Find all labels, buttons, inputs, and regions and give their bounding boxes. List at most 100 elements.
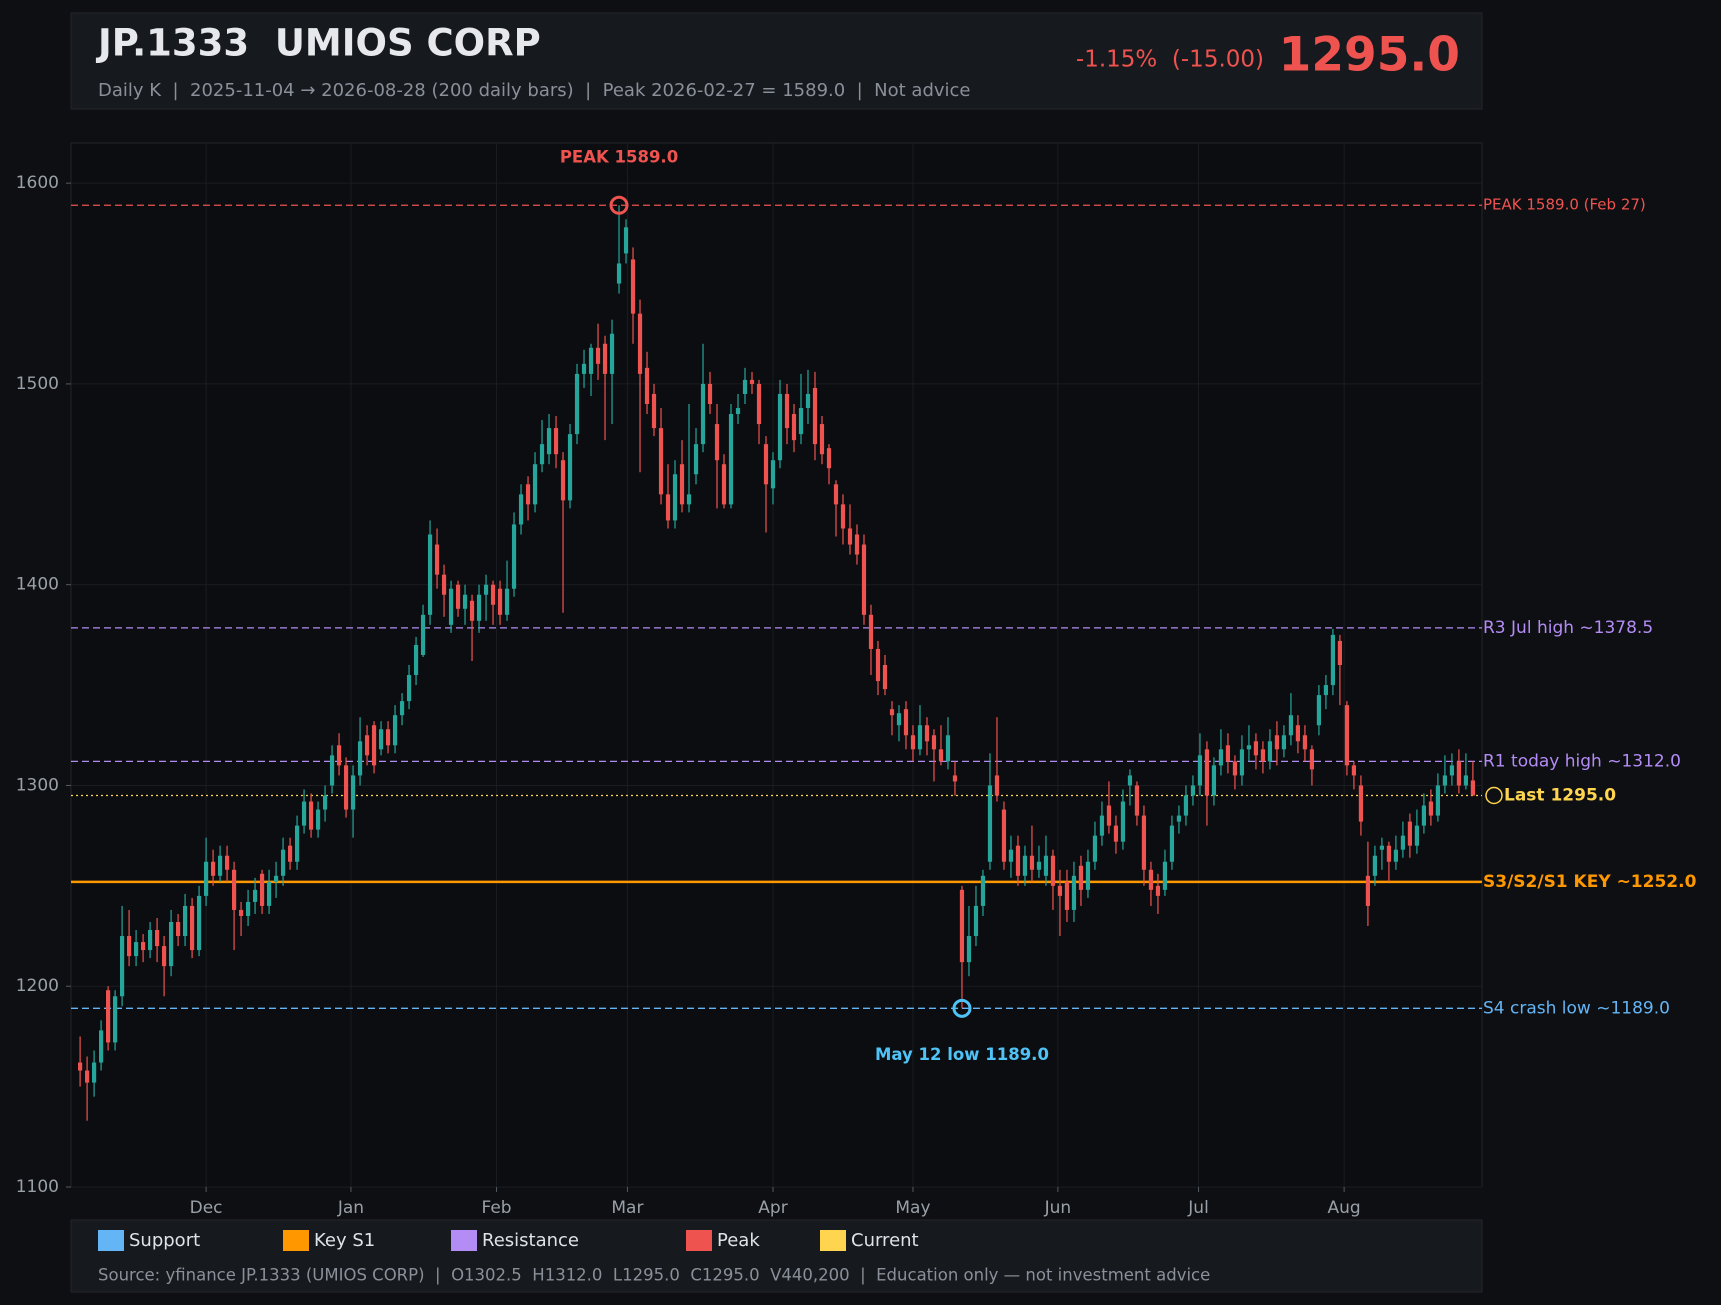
candle-body bbox=[1211, 765, 1217, 796]
candle-body bbox=[826, 448, 832, 469]
candle-body bbox=[518, 494, 524, 525]
candle-body bbox=[686, 494, 692, 505]
candle-body bbox=[301, 801, 307, 826]
candle-body bbox=[1337, 640, 1343, 665]
candle-body bbox=[574, 373, 580, 435]
candle-body bbox=[679, 464, 685, 505]
y-tick-label: 1100 bbox=[16, 1177, 59, 1197]
candle-body bbox=[336, 745, 342, 766]
candle-body bbox=[840, 504, 846, 529]
candle-body bbox=[1239, 749, 1245, 776]
candle-body bbox=[105, 990, 111, 1043]
candle-body bbox=[1288, 715, 1294, 736]
candle-body bbox=[1169, 825, 1175, 862]
y-tick-label: 1400 bbox=[16, 575, 59, 595]
candle-body bbox=[637, 313, 643, 374]
candle-body bbox=[1085, 861, 1091, 890]
candle-body bbox=[1057, 885, 1063, 896]
candle-body bbox=[749, 379, 755, 384]
x-tick-label: Apr bbox=[758, 1198, 787, 1218]
candle-body bbox=[1386, 845, 1392, 862]
candle-body bbox=[1428, 801, 1434, 816]
candle-body bbox=[714, 424, 720, 461]
legend-swatch bbox=[451, 1230, 477, 1251]
candle-body bbox=[469, 600, 475, 621]
candle-body bbox=[441, 574, 447, 595]
candle-body bbox=[350, 775, 356, 810]
candle-body bbox=[252, 889, 258, 902]
candle-body bbox=[994, 775, 1000, 796]
candle-body bbox=[896, 713, 902, 726]
candle-body bbox=[770, 460, 776, 489]
level-label: R3 Jul high ~1378.5 bbox=[1483, 618, 1653, 638]
candle-body bbox=[280, 849, 286, 876]
candle-body bbox=[1148, 869, 1154, 890]
candle-body bbox=[819, 424, 825, 455]
candle-body bbox=[1365, 875, 1371, 906]
candle-body bbox=[1176, 815, 1182, 822]
candle-body bbox=[532, 464, 538, 505]
candle-body bbox=[546, 428, 552, 455]
y-tick-label: 1500 bbox=[16, 374, 59, 394]
legend-label: Key S1 bbox=[314, 1230, 375, 1251]
candle-body bbox=[595, 347, 601, 364]
candle-body bbox=[1225, 745, 1231, 762]
candle-body bbox=[791, 414, 797, 441]
candle-body bbox=[1120, 801, 1126, 842]
x-tick-label: May bbox=[895, 1198, 930, 1218]
candle-body bbox=[588, 347, 594, 374]
candle-body bbox=[1379, 845, 1385, 850]
candle-body bbox=[868, 614, 874, 649]
candle-body bbox=[126, 936, 132, 957]
candle-body bbox=[847, 528, 853, 545]
candle-body bbox=[889, 709, 895, 716]
annotation-marker bbox=[609, 195, 629, 215]
candle-body bbox=[168, 921, 174, 967]
y-tick-label: 1200 bbox=[16, 976, 59, 996]
x-tick-label: Feb bbox=[481, 1198, 511, 1218]
candle-body bbox=[1449, 765, 1455, 776]
candle-body bbox=[665, 494, 671, 521]
candle-body bbox=[735, 408, 741, 415]
candle-body bbox=[938, 749, 944, 762]
candle-body bbox=[1309, 749, 1315, 770]
candle-body bbox=[182, 905, 188, 937]
x-tick-label: Jun bbox=[1044, 1198, 1072, 1218]
candle-body bbox=[1281, 735, 1287, 750]
candle-body bbox=[1099, 815, 1105, 836]
plot-area bbox=[70, 142, 1483, 1188]
candle-body bbox=[1001, 809, 1007, 862]
x-tick-label: Aug bbox=[1328, 1198, 1361, 1218]
candle-body bbox=[1127, 775, 1133, 786]
candle-body bbox=[924, 725, 930, 742]
candle-body bbox=[1316, 695, 1322, 726]
candle-body bbox=[476, 594, 482, 621]
candle-body bbox=[777, 393, 783, 461]
candle-body bbox=[448, 588, 454, 625]
candle-body bbox=[210, 861, 216, 876]
candle-body bbox=[693, 444, 699, 475]
candle-body bbox=[1106, 805, 1112, 826]
candle-body bbox=[784, 393, 790, 429]
legend-swatch bbox=[820, 1230, 846, 1251]
candle-body bbox=[861, 544, 867, 615]
candle-body bbox=[581, 363, 587, 374]
candle-body bbox=[147, 930, 153, 951]
candle-body bbox=[231, 869, 237, 910]
legend-swatch bbox=[686, 1230, 712, 1251]
level-label: S3/S2/S1 KEY ~1252.0 bbox=[1483, 872, 1697, 892]
level-label: R1 today high ~1312.0 bbox=[1483, 751, 1681, 771]
candle-body bbox=[973, 905, 979, 937]
candle-body bbox=[455, 584, 461, 609]
footer-source: Source: yfinance JP.1333 (UMIOS CORP) | … bbox=[98, 1266, 1210, 1285]
candle-body bbox=[966, 936, 972, 963]
candle-body bbox=[560, 460, 566, 501]
current-marker bbox=[1485, 786, 1503, 805]
candle-body bbox=[315, 809, 321, 830]
candle-body bbox=[84, 1070, 90, 1083]
x-tick-label: Dec bbox=[190, 1198, 223, 1218]
annotation-label: PEAK 1589.0 bbox=[560, 148, 678, 167]
y-tick-label: 1600 bbox=[16, 173, 59, 193]
